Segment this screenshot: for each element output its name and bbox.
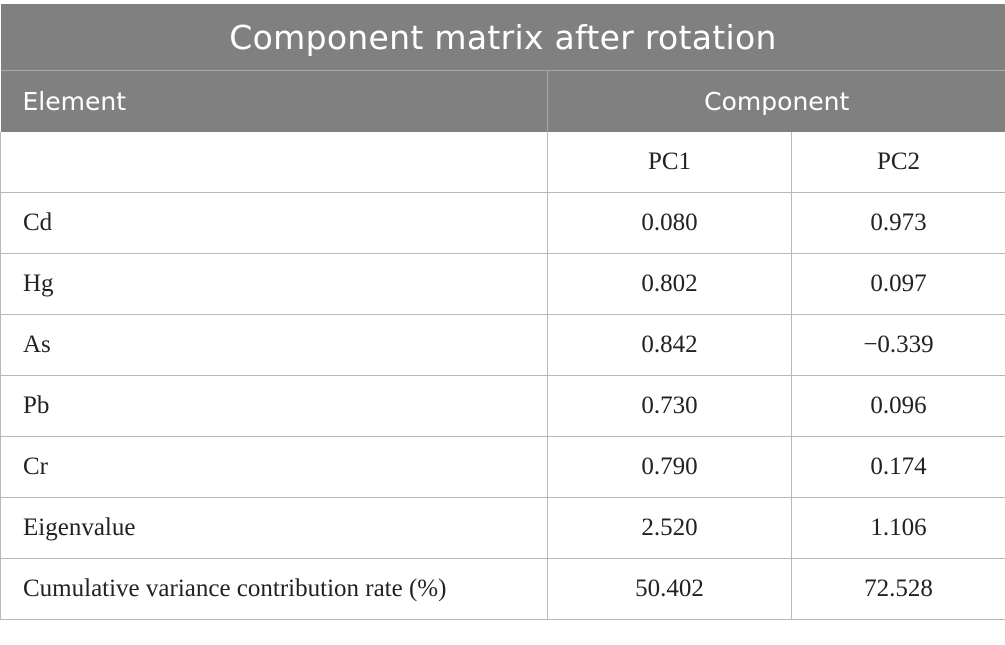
row-pc1-value: 0.080	[547, 192, 792, 254]
table-row: Pb 0.730 0.096	[0, 375, 1005, 437]
row-pc2-value: 0.096	[791, 375, 1005, 437]
table-row: Eigenvalue 2.520 1.106	[0, 497, 1005, 559]
table-subheader-row: PC1 PC2	[0, 132, 1005, 193]
component-matrix-table: Component matrix after rotation Element …	[0, 4, 1005, 620]
component-matrix-table-wrapper: Component matrix after rotation Element …	[0, 4, 1005, 620]
table-title: Component matrix after rotation	[0, 4, 1005, 71]
row-label: Cd	[0, 192, 548, 254]
header-component: Component	[547, 70, 1005, 132]
row-pc2-value: 1.106	[791, 497, 1005, 559]
subheader-pc2: PC2	[791, 132, 1005, 193]
table-row: Cumulative variance contribution rate (%…	[0, 558, 1005, 620]
row-label: Cr	[0, 436, 548, 498]
row-pc2-value: 0.174	[791, 436, 1005, 498]
row-label: Pb	[0, 375, 548, 437]
row-pc1-value: 0.790	[547, 436, 792, 498]
subheader-blank-cell	[0, 132, 548, 193]
table-row: As 0.842 −0.339	[0, 314, 1005, 376]
table-row: Hg 0.802 0.097	[0, 253, 1005, 315]
row-pc1-value: 0.842	[547, 314, 792, 376]
row-label: Cumulative variance contribution rate (%…	[0, 558, 548, 620]
table-row: Cd 0.080 0.973	[0, 192, 1005, 254]
subheader-pc1: PC1	[547, 132, 792, 193]
row-pc1-value: 2.520	[547, 497, 792, 559]
header-element: Element	[0, 70, 548, 132]
row-pc2-value: 0.973	[791, 192, 1005, 254]
row-pc2-value: 0.097	[791, 253, 1005, 315]
row-pc1-value: 50.402	[547, 558, 792, 620]
row-pc2-value: 72.528	[791, 558, 1005, 620]
row-pc2-value: −0.339	[791, 314, 1005, 376]
row-pc1-value: 0.730	[547, 375, 792, 437]
row-label: Eigenvalue	[0, 497, 548, 559]
row-pc1-value: 0.802	[547, 253, 792, 315]
table-row: Cr 0.790 0.174	[0, 436, 1005, 498]
row-label: As	[0, 314, 548, 376]
row-label: Hg	[0, 253, 548, 315]
table-header-row: Element Component	[0, 70, 1005, 132]
table-title-row: Component matrix after rotation	[0, 4, 1005, 71]
